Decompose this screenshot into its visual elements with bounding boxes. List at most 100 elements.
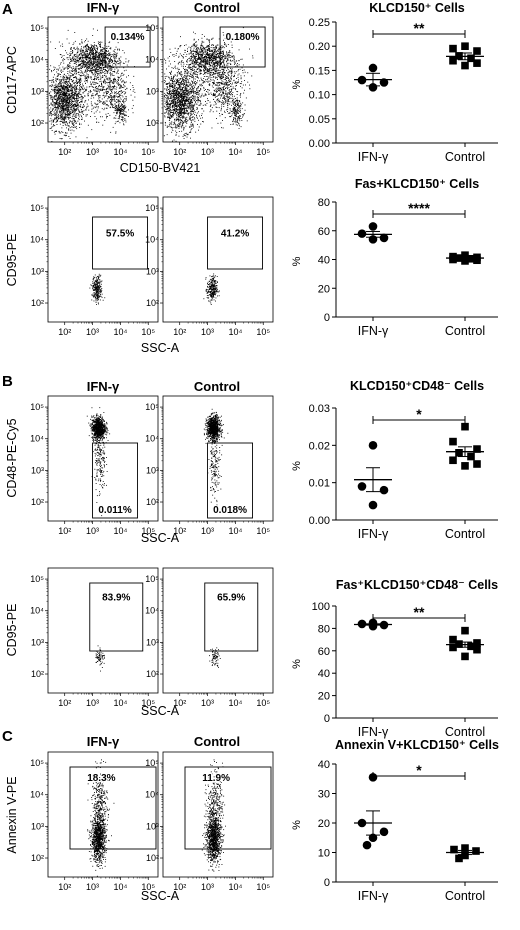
event-dot bbox=[56, 99, 58, 101]
event-dot bbox=[64, 96, 66, 98]
event-dot bbox=[182, 108, 184, 110]
event-dot bbox=[54, 105, 56, 107]
event-dot bbox=[99, 58, 101, 60]
event-dot bbox=[103, 89, 105, 90]
event-dot bbox=[125, 119, 127, 121]
event-dot bbox=[62, 125, 64, 126]
event-dot bbox=[56, 106, 58, 108]
event-dot bbox=[94, 63, 96, 64]
event-dot bbox=[104, 79, 106, 81]
event-dot bbox=[169, 86, 170, 88]
event-dot bbox=[68, 129, 69, 131]
event-dot bbox=[189, 126, 191, 128]
event-dot bbox=[51, 71, 53, 73]
event-dot bbox=[70, 90, 72, 92]
event-dot bbox=[77, 104, 79, 106]
event-dot bbox=[60, 90, 61, 92]
event-dot bbox=[76, 95, 78, 97]
event-dot bbox=[172, 124, 174, 126]
event-dot bbox=[118, 110, 120, 111]
event-dot bbox=[173, 84, 175, 86]
event-dot bbox=[113, 117, 115, 119]
event-dot bbox=[117, 100, 119, 102]
event-dot bbox=[102, 54, 104, 56]
event-dot bbox=[189, 64, 191, 65]
event-dot bbox=[183, 129, 185, 131]
event-dot bbox=[118, 93, 120, 95]
event-dot bbox=[94, 57, 96, 59]
event-dot bbox=[186, 122, 188, 124]
event-dot bbox=[100, 80, 102, 82]
event-dot bbox=[171, 116, 172, 118]
event-dot bbox=[76, 106, 77, 107]
event-dot bbox=[131, 107, 133, 109]
event-dot bbox=[98, 68, 100, 70]
event-dot bbox=[176, 95, 178, 97]
event-dot bbox=[90, 91, 92, 92]
event-dot bbox=[181, 119, 183, 121]
event-dot bbox=[108, 52, 109, 54]
event-dot bbox=[98, 99, 100, 101]
event-dot bbox=[194, 120, 196, 122]
event-dot bbox=[109, 60, 111, 62]
event-dot bbox=[120, 106, 122, 107]
event-dot bbox=[125, 91, 127, 93]
event-dot bbox=[194, 84, 196, 86]
event-dot bbox=[69, 78, 71, 80]
event-dot bbox=[60, 132, 62, 134]
event-dot bbox=[224, 43, 226, 45]
event-dot bbox=[190, 130, 192, 132]
event-dot bbox=[61, 94, 63, 95]
event-dot bbox=[106, 73, 108, 74]
event-dot bbox=[88, 64, 90, 66]
event-dot bbox=[172, 96, 174, 97]
event-dot bbox=[173, 102, 175, 104]
event-dot bbox=[186, 133, 188, 135]
event-dot bbox=[57, 84, 59, 86]
event-dot bbox=[92, 52, 93, 54]
event-dot bbox=[120, 113, 121, 114]
event-dot bbox=[68, 98, 69, 100]
event-dot bbox=[80, 80, 82, 82]
event-dot bbox=[64, 101, 66, 103]
event-dot bbox=[97, 55, 99, 57]
event-dot bbox=[91, 95, 93, 97]
event-dot bbox=[198, 111, 199, 113]
event-dot bbox=[191, 99, 193, 101]
event-dot bbox=[94, 94, 96, 96]
event-dot bbox=[69, 96, 70, 98]
event-dot bbox=[70, 49, 72, 50]
event-dot bbox=[124, 101, 126, 102]
event-dot bbox=[102, 102, 104, 104]
event-dot bbox=[182, 92, 184, 94]
event-dot bbox=[91, 129, 93, 131]
flow-ytick-label: 10⁵ bbox=[30, 23, 44, 33]
event-dot bbox=[101, 108, 103, 110]
event-dot bbox=[68, 102, 69, 104]
event-dot bbox=[192, 125, 194, 127]
event-dot bbox=[53, 121, 54, 122]
event-dot bbox=[68, 116, 70, 118]
event-dot bbox=[91, 94, 93, 96]
event-dot bbox=[100, 68, 101, 70]
event-dot bbox=[112, 100, 114, 102]
event-dot bbox=[85, 90, 87, 91]
event-dot bbox=[208, 48, 210, 50]
event-dot bbox=[193, 111, 195, 113]
event-dot bbox=[115, 109, 116, 111]
event-dot bbox=[203, 47, 205, 49]
event-dot bbox=[95, 107, 97, 109]
event-dot bbox=[74, 76, 76, 77]
event-dot bbox=[101, 60, 103, 62]
event-dot bbox=[79, 49, 81, 51]
event-dot bbox=[62, 59, 64, 61]
event-dot bbox=[73, 97, 74, 99]
event-dot bbox=[95, 50, 97, 52]
event-dot bbox=[51, 104, 53, 106]
event-dot bbox=[109, 114, 111, 116]
event-dot bbox=[192, 107, 194, 108]
event-dot bbox=[81, 63, 83, 65]
event-dot bbox=[51, 96, 53, 98]
event-dot bbox=[71, 105, 72, 107]
event-dot bbox=[98, 95, 100, 97]
